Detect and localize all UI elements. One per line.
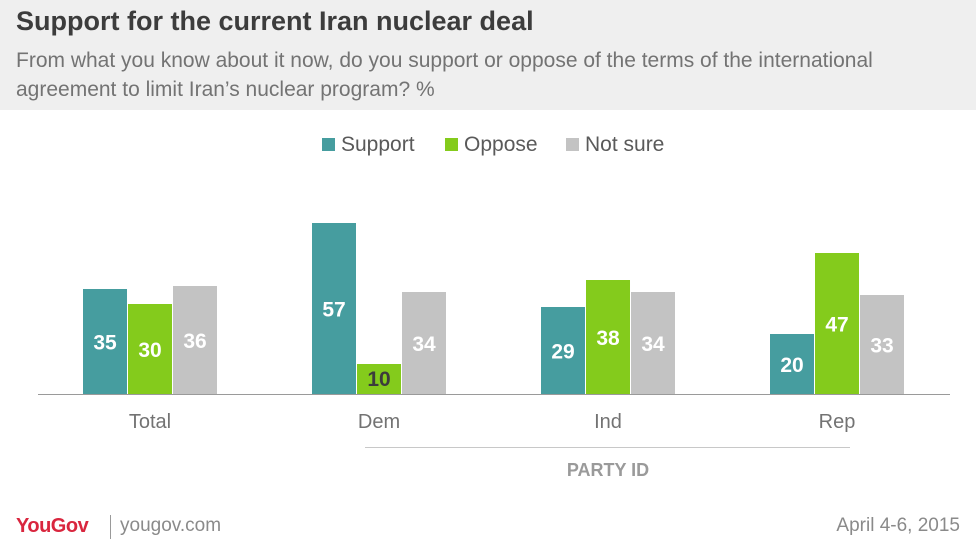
data-label-ind-not-sure: 34 bbox=[641, 333, 665, 356]
data-label-dem-oppose: 10 bbox=[367, 368, 390, 391]
data-label-total-support: 35 bbox=[93, 332, 117, 355]
legend-label-not-sure: Not sure bbox=[585, 133, 664, 156]
legend-swatch-support bbox=[322, 138, 335, 151]
bar-chart: Support Oppose Not sure 35 30 36 Total 57 10 34 De… bbox=[38, 133, 950, 480]
data-label-total-not-sure: 36 bbox=[183, 330, 206, 353]
group-label-party-id: PARTY ID bbox=[567, 460, 649, 480]
category-label-dem: Dem bbox=[358, 411, 400, 433]
bar-total-oppose bbox=[128, 304, 172, 394]
legend-swatch-oppose bbox=[445, 138, 458, 151]
footer-date: April 4-6, 2015 bbox=[836, 515, 960, 536]
bar-ind-not-sure bbox=[631, 292, 675, 394]
data-label-dem-not-sure: 34 bbox=[412, 333, 436, 356]
bar-rep-support bbox=[770, 334, 814, 394]
data-label-rep-support: 20 bbox=[780, 354, 803, 377]
data-label-rep-oppose: 47 bbox=[825, 314, 848, 337]
data-label-total-oppose: 30 bbox=[138, 339, 161, 362]
chart-subtitle: From what you know about it now, do you … bbox=[16, 49, 873, 101]
bar-dem-support bbox=[312, 223, 356, 394]
legend-swatch-not-sure bbox=[566, 138, 579, 151]
footer-site: yougov.com bbox=[120, 515, 222, 536]
bar-ind-oppose bbox=[586, 280, 630, 394]
legend-label-support: Support bbox=[341, 133, 415, 156]
category-label-rep: Rep bbox=[819, 411, 856, 433]
data-label-dem-support: 57 bbox=[322, 299, 345, 322]
footer-divider bbox=[110, 515, 111, 539]
bar-dem-oppose bbox=[357, 364, 401, 394]
data-label-rep-not-sure: 33 bbox=[870, 335, 893, 358]
category-label-ind: Ind bbox=[594, 411, 622, 433]
bar-dem-not-sure bbox=[402, 292, 446, 394]
chart-title: Support for the current Iran nuclear dea… bbox=[16, 6, 534, 36]
data-label-ind-oppose: 38 bbox=[596, 327, 620, 350]
bar-ind-support bbox=[541, 307, 585, 394]
bar-rep-not-sure bbox=[860, 295, 904, 394]
data-label-ind-support: 29 bbox=[551, 341, 574, 364]
bar-rep-oppose bbox=[815, 253, 859, 394]
bar-total-not-sure bbox=[173, 286, 217, 394]
category-label-total: Total bbox=[129, 411, 171, 433]
yougov-logo: YouGov bbox=[16, 515, 89, 537]
legend-label-oppose: Oppose bbox=[464, 133, 538, 156]
chart-header: Support for the current Iran nuclear dea… bbox=[0, 0, 976, 110]
bar-total-support bbox=[83, 289, 127, 394]
